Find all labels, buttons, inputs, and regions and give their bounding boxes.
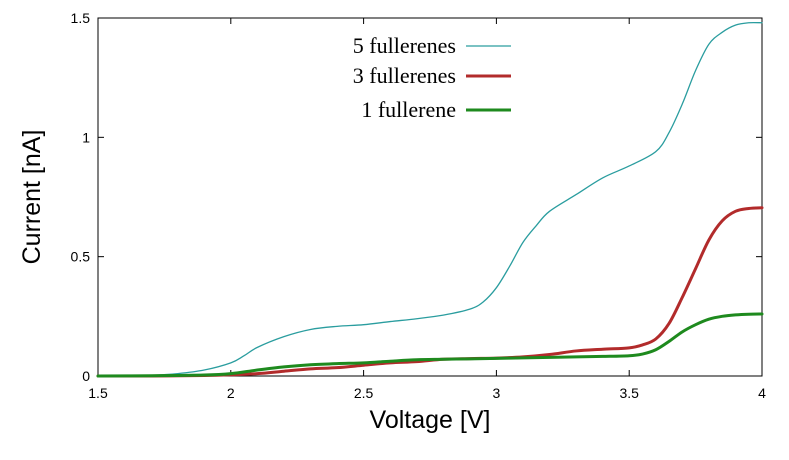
y-tick-label: 1.5 (71, 10, 91, 26)
x-axis-title: Voltage [V] (370, 406, 491, 434)
series-line-2 (96, 206, 764, 378)
series-layer (96, 21, 764, 378)
plot-frame (97, 17, 763, 377)
legend-label: 1 fullerene (361, 97, 456, 122)
y-tick-label: 0.5 (71, 249, 91, 265)
series-line-1 (97, 21, 763, 377)
x-tick-label: 3.5 (619, 385, 639, 401)
x-tick-label: 2.5 (354, 385, 374, 401)
x-tick-label: 4 (758, 385, 766, 401)
legend: 5 fullerenes 3 fullerenes 1 fullerene (353, 33, 511, 122)
x-tick-label: 2 (227, 385, 235, 401)
x-tick-label: 1.5 (88, 385, 108, 401)
series-line-3 (96, 312, 764, 378)
y-axis: 0 0.5 1 1.5 (71, 10, 762, 384)
legend-label: 5 fullerenes (353, 33, 456, 58)
x-tick-label: 3 (493, 385, 501, 401)
y-tick-label: 1 (82, 129, 90, 145)
y-axis-title: Current [nA] (18, 130, 46, 265)
y-tick-label: 0 (82, 368, 90, 384)
legend-label: 3 fullerenes (353, 63, 456, 88)
